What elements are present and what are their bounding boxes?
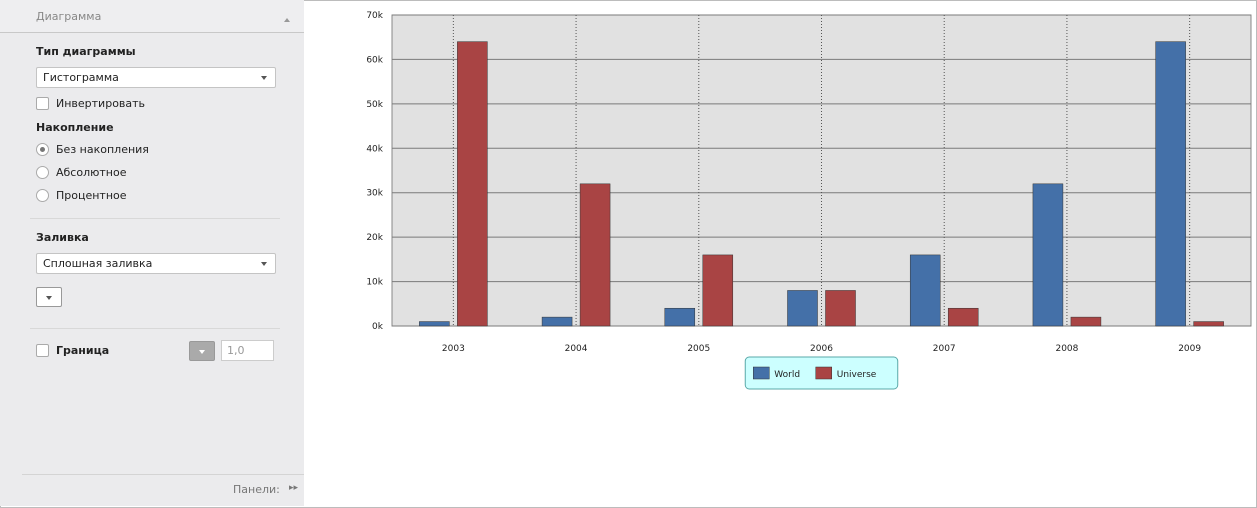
bar	[825, 290, 856, 327]
y-tick-label: 70k	[366, 11, 383, 21]
x-tick-label: 2006	[810, 344, 833, 354]
y-tick-label: 50k	[366, 100, 383, 110]
bar	[909, 254, 941, 327]
legend-label: World	[774, 370, 800, 380]
radio-label: Без накопления	[56, 143, 149, 156]
separator	[30, 328, 280, 329]
radio-label: Процентное	[56, 189, 127, 202]
radio[interactable]	[36, 189, 49, 202]
legend-swatch	[753, 366, 770, 380]
bar	[541, 316, 573, 327]
bar	[1032, 183, 1064, 327]
bar	[702, 254, 734, 327]
bar	[1155, 41, 1186, 327]
bar	[419, 321, 450, 327]
bar	[947, 307, 979, 327]
bar	[579, 183, 611, 327]
radio-label: Абсолютное	[56, 166, 127, 179]
chart: 0k 10k 20k 30k 40k 50k 60k 70k 2003 2004 2005 2006 2…	[366, 11, 1252, 390]
fill-select[interactable]: Сплошная заливка	[36, 253, 276, 274]
separator	[30, 218, 280, 219]
legend-swatch	[815, 366, 832, 380]
bar	[1070, 316, 1102, 327]
checkbox-label: Инвертировать	[56, 97, 146, 110]
x-tick-label: 2003	[442, 344, 465, 354]
width-spinner[interactable]: 1,0	[221, 340, 274, 361]
checkbox[interactable]	[36, 344, 49, 357]
x-tick-label: 2004	[565, 344, 588, 354]
y-tick-label: 10k	[366, 278, 383, 288]
checkbox-label: Граница	[56, 344, 110, 357]
select-value: Сплошная заливка	[43, 257, 153, 270]
legend-label: Universe	[837, 370, 877, 380]
legend: World Universe	[744, 356, 899, 390]
bar	[787, 290, 818, 327]
y-tick-label: 0k	[372, 322, 384, 332]
x-tick-label: 2007	[933, 344, 956, 354]
bar	[457, 41, 488, 327]
checkbox[interactable]	[36, 97, 49, 110]
separator	[22, 474, 304, 475]
panel-header[interactable]: Диаграмма	[0, 0, 304, 33]
color-button[interactable]	[189, 341, 215, 361]
y-tick-label: 60k	[366, 55, 383, 65]
y-tick-label: 30k	[366, 189, 383, 199]
radio[interactable]	[36, 143, 49, 156]
settings-panel: Диаграмма Тип диаграммы Гистограмма Инве…	[0, 0, 304, 506]
x-tick-label: 2009	[1178, 344, 1201, 354]
radio[interactable]	[36, 166, 49, 179]
x-tick-label: 2005	[687, 344, 710, 354]
bar	[664, 307, 696, 327]
label: Накопление	[36, 121, 114, 134]
bar	[1193, 321, 1224, 327]
y-tick-label: 40k	[366, 144, 383, 154]
panel-title: Диаграмма	[36, 10, 102, 23]
label: Заливка	[36, 231, 89, 244]
color-button[interactable]	[36, 287, 62, 307]
footer-label: Панели:	[233, 483, 280, 496]
y-tick-label: 20k	[366, 233, 383, 243]
footer-arrow[interactable]: ▸▸	[289, 483, 299, 493]
spinner-value: 1,0	[227, 344, 245, 357]
select-value: Гистограмма	[43, 71, 119, 84]
chart-type-select[interactable]: Гистограмма	[36, 67, 276, 88]
x-tick-label: 2008	[1055, 344, 1078, 354]
label: Тип диаграммы	[36, 45, 136, 58]
